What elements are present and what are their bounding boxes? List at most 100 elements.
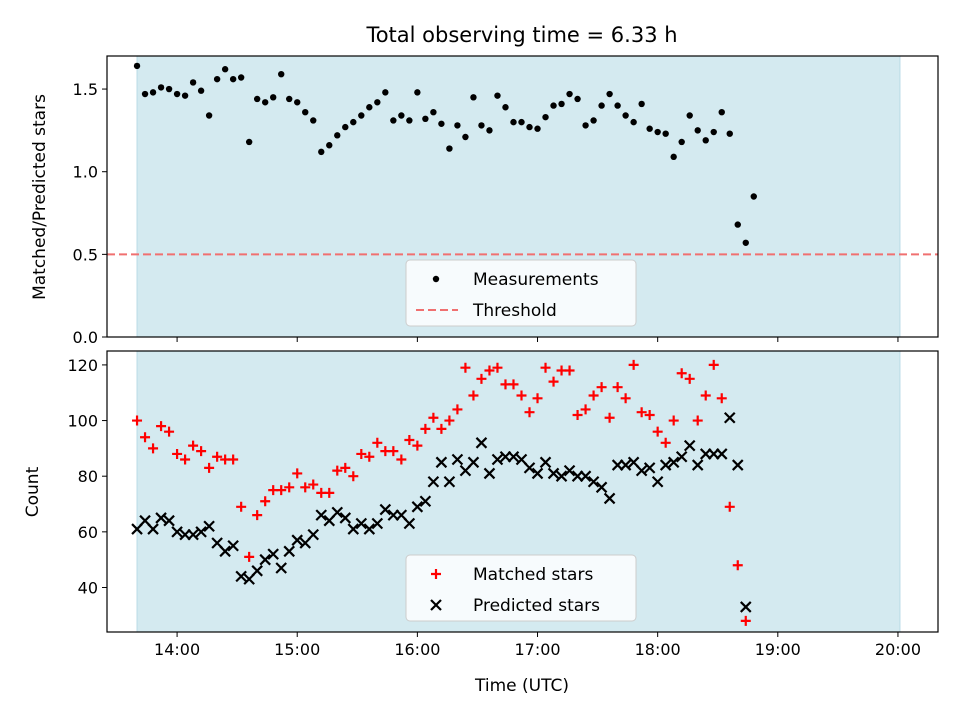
top-series-0-point-54 xyxy=(566,90,573,98)
bottom-axes-frame xyxy=(106,350,939,633)
bottom-series-1-point-42 xyxy=(467,456,480,469)
bottom-series-0-point-20 xyxy=(292,468,303,479)
top-series-0-point-68 xyxy=(678,138,685,146)
bottom-series-0-point-59 xyxy=(604,412,615,423)
bottom-series-1-point-70 xyxy=(691,459,704,471)
bottom-series-0-point-45 xyxy=(492,362,503,373)
top-series-0-point-15 xyxy=(253,95,261,103)
top-series-0-point-17 xyxy=(270,94,277,101)
top-series-0-point-50 xyxy=(534,125,541,132)
bottom-series-1-point-26 xyxy=(339,512,352,524)
top-ytick-label-1: 0.5 xyxy=(73,245,98,264)
bottom-series-0-point-2 xyxy=(148,443,159,454)
bottom-series-1-point-43 xyxy=(475,437,488,449)
bottom-series-0-point-33 xyxy=(396,454,407,465)
top-series-0-point-72 xyxy=(710,128,717,136)
xtick-label-5: 19:00 xyxy=(755,640,801,659)
bottom-series-0-point-39 xyxy=(444,415,455,426)
top-series-0-point-21 xyxy=(302,109,309,116)
top-series-0-point-46 xyxy=(502,104,509,111)
bottom-series-0-point-35 xyxy=(412,440,423,451)
bottom-series-0-point-5 xyxy=(172,448,183,459)
bottom-series-0-point-1 xyxy=(140,432,151,443)
bottom-series-1-point-7 xyxy=(187,528,199,541)
bottom-series-1-point-20 xyxy=(291,534,304,546)
bottom-series-0-point-13 xyxy=(236,501,247,512)
top-series-0-point-39 xyxy=(446,145,453,152)
top-series-0-point-52 xyxy=(550,102,557,109)
top-ytick-label-3: 1.5 xyxy=(73,80,98,99)
bottom-series-0-point-38 xyxy=(436,423,447,434)
bottom-series-1-point-75 xyxy=(731,459,744,471)
xtick-label-3: 17:00 xyxy=(514,640,560,659)
top-series-0-point-32 xyxy=(390,117,397,124)
bottom-series-0-point-25 xyxy=(332,465,343,476)
bottom-series-0-point-70 xyxy=(692,415,703,426)
top-series-0-point-3 xyxy=(157,84,165,91)
bottom-series-0-point-24 xyxy=(324,487,335,498)
bottom-series-1-point-12 xyxy=(227,539,239,552)
top-series-0-point-44 xyxy=(486,127,493,134)
top-series-0-point-51 xyxy=(542,113,549,121)
bottom-series-0-point-7 xyxy=(188,440,199,451)
bottom-series-0-point-16 xyxy=(260,496,271,507)
top-series-0-point-1 xyxy=(141,90,149,98)
top-series-0-point-24 xyxy=(326,142,333,149)
top-series-0-point-26 xyxy=(342,123,349,131)
top-series-0-point-22 xyxy=(310,117,317,124)
bottom-series-1-point-64 xyxy=(643,462,656,474)
bottom-series-1-point-4 xyxy=(163,514,175,527)
top-series-0-point-56 xyxy=(582,122,589,129)
bottom-series-0-point-18 xyxy=(276,485,287,496)
bottom-series-1-point-68 xyxy=(675,450,688,463)
bottom-series-1-point-29 xyxy=(363,523,376,535)
bottom-series-0-point-51 xyxy=(540,362,551,373)
bottom-series-0-point-56 xyxy=(580,404,591,415)
bottom-series-0-point-30 xyxy=(372,437,383,448)
bottom-series-0-point-44 xyxy=(484,365,495,376)
bottom-series-0-point-28 xyxy=(356,448,367,459)
xlabel: Time (UTC) xyxy=(474,676,569,696)
bottom-legend-marker-0 xyxy=(431,569,441,579)
bottom-legend-box xyxy=(405,554,637,622)
bottom-series-1-point-30 xyxy=(371,517,384,530)
bottom-series-1-point-58 xyxy=(595,481,608,494)
bottom-series-0-point-67 xyxy=(668,415,679,426)
top-series-0-point-18 xyxy=(278,70,285,78)
bottom-series-0-point-26 xyxy=(340,462,351,473)
bottom-series-0-point-64 xyxy=(644,409,655,420)
bottom-series-0-point-9 xyxy=(204,462,215,473)
bottom-series-0-point-8 xyxy=(196,446,207,457)
bottom-series-0-point-14 xyxy=(244,551,255,562)
bottom-series-1-point-17 xyxy=(267,548,279,560)
bottom-series-1-point-54 xyxy=(563,464,576,477)
bottom-series-1-point-44 xyxy=(483,467,496,480)
top-series-0-point-47 xyxy=(510,118,517,126)
top-series-0-point-74 xyxy=(726,130,733,137)
top-series-0-point-48 xyxy=(518,118,525,126)
bottom-series-0-point-32 xyxy=(388,446,399,457)
bottom-series-0-point-55 xyxy=(572,409,583,420)
top-series-0-point-0 xyxy=(133,62,141,70)
bottom-series-0-point-71 xyxy=(700,390,711,401)
bottom-series-1-point-57 xyxy=(587,475,600,488)
bottom-series-0-point-22 xyxy=(308,479,319,490)
xtick-label-6: 20:00 xyxy=(875,640,921,659)
bottom-series-1-point-47 xyxy=(507,450,520,463)
bottom-series-1-point-50 xyxy=(531,467,544,480)
bottom-series-0-point-75 xyxy=(732,560,743,571)
bottom-series-1-point-63 xyxy=(635,464,648,477)
bottom-series-1-point-37 xyxy=(427,475,440,488)
bottom-legend-label-1: Predicted stars xyxy=(473,596,600,616)
bottom-series-0-point-57 xyxy=(588,390,599,401)
bottom-series-0-point-19 xyxy=(284,482,295,493)
bottom-series-1-point-74 xyxy=(723,411,736,424)
xtick-label-2: 16:00 xyxy=(394,640,440,659)
bottom-legend-label-0: Matched stars xyxy=(473,565,593,585)
top-series-0-point-33 xyxy=(398,112,405,119)
top-series-0-point-19 xyxy=(286,95,293,103)
bottom-ytick-label-0: 40 xyxy=(78,578,98,597)
bottom-series-0-point-27 xyxy=(348,471,359,482)
top-series-0-point-27 xyxy=(350,118,357,126)
